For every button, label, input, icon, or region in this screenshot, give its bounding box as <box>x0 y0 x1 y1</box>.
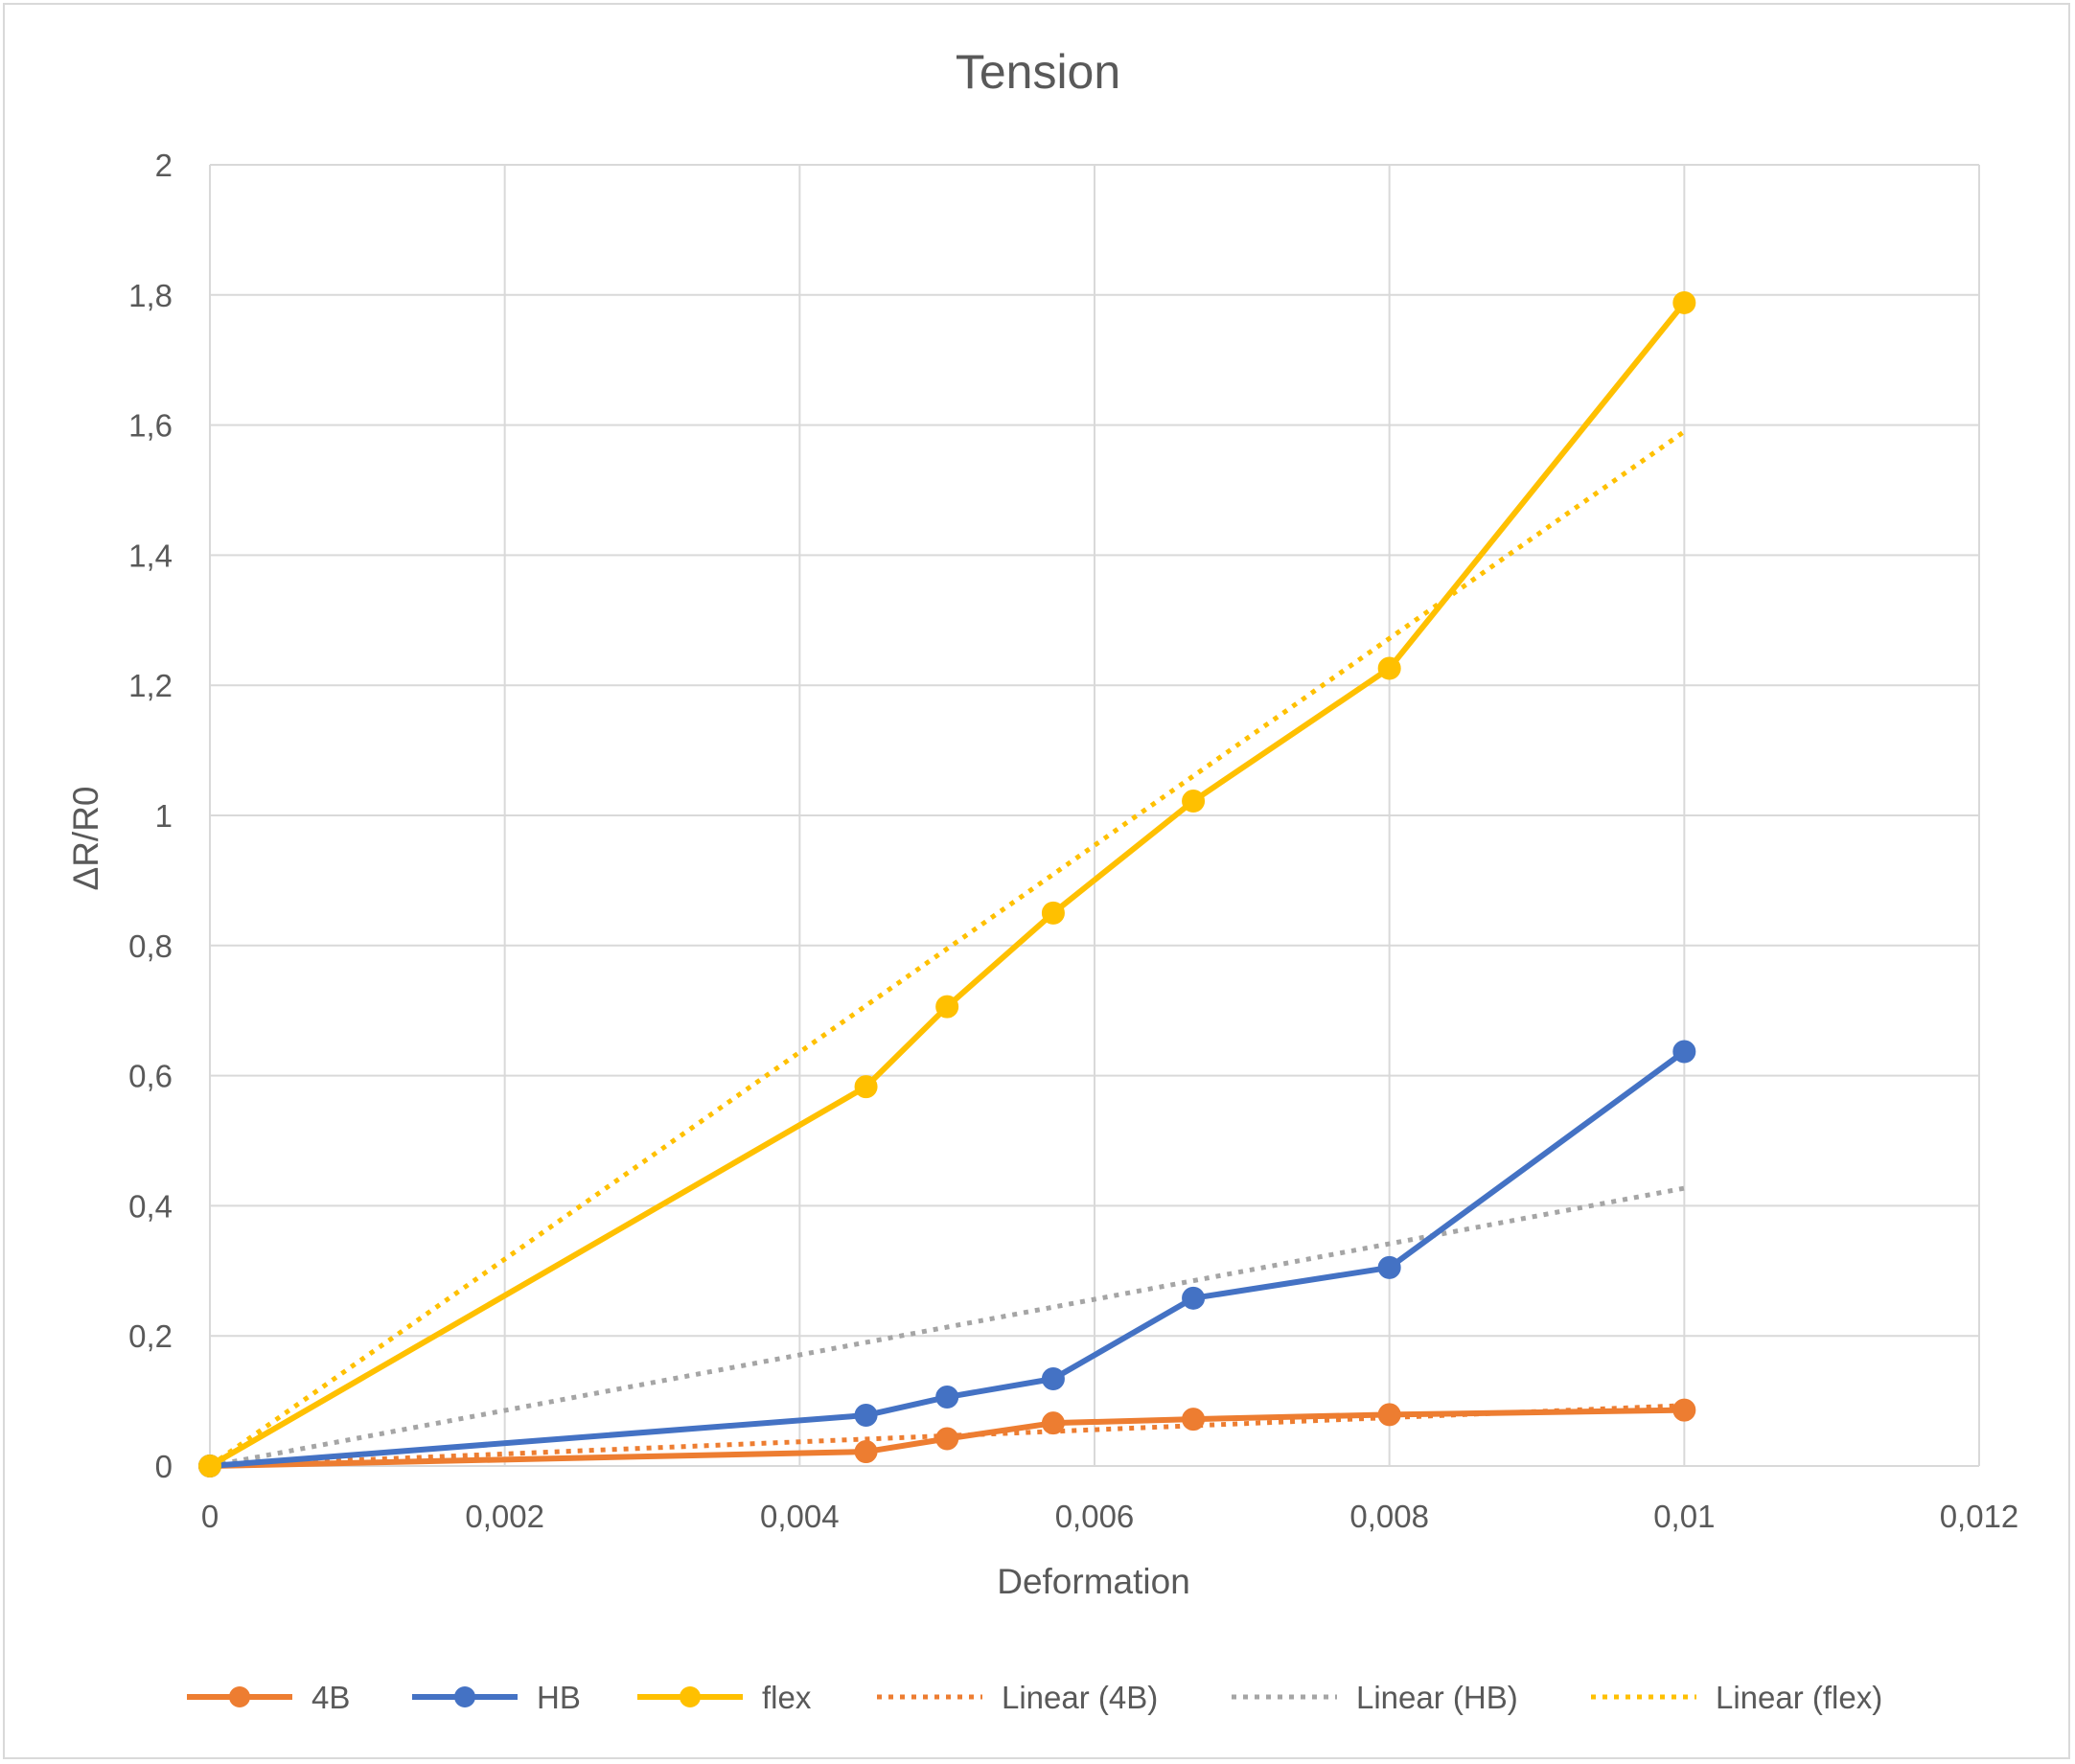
legend-item-linear-4b: Linear (4B) <box>877 1680 1158 1715</box>
data-point-hb <box>935 1386 959 1409</box>
data-point-4b <box>1377 1403 1401 1427</box>
legend-item-linear-flex: Linear (flex) <box>1591 1680 1882 1715</box>
legend-marker <box>680 1686 701 1707</box>
legend-item-linear-hb: Linear (HB) <box>1232 1680 1518 1715</box>
data-point-flex <box>935 995 959 1019</box>
trendline-linear-hb <box>209 1185 1685 1469</box>
data-point-4b <box>1672 1398 1696 1422</box>
axis-layer: 0 0,2 0,4 0,6 0,8 1 1,2 1,4 1,6 1,8 2 0 0,002 0,004 0,… <box>128 148 2018 1534</box>
y-tick-label: 1 <box>155 798 173 834</box>
series-layer <box>198 290 1696 1478</box>
y-tick-label: 1,8 <box>128 278 173 313</box>
x-tick-label: 0 <box>201 1499 219 1534</box>
data-point-hb <box>1041 1367 1065 1391</box>
chart-frame <box>3 3 2070 1759</box>
legend-marker <box>229 1686 250 1707</box>
data-point-4b <box>935 1427 959 1451</box>
x-tick-label: 0,008 <box>1349 1499 1429 1534</box>
data-point-flex <box>1041 901 1065 925</box>
data-point-flex <box>1182 790 1206 813</box>
y-tick-label: 0 <box>155 1449 173 1484</box>
data-point-4b <box>1041 1411 1065 1435</box>
trendline-layer <box>208 429 1686 1469</box>
y-axis-title: ΔR/R0 <box>66 786 105 890</box>
legend-label: 4B <box>311 1680 350 1715</box>
y-tick-label: 0,8 <box>128 928 173 964</box>
legend-marker <box>454 1686 475 1707</box>
y-tick-label: 0,4 <box>128 1188 173 1224</box>
y-tick-label: 1,2 <box>128 668 173 703</box>
y-tick-label: 1,6 <box>128 408 173 444</box>
legend-item-4b: 4B <box>187 1680 350 1715</box>
y-tick-label: 1,4 <box>128 538 173 573</box>
legend-label: Linear (4B) <box>1002 1680 1158 1715</box>
data-point-hb <box>1377 1255 1401 1279</box>
grid-layer <box>209 164 1980 1467</box>
y-tick-label: 0,2 <box>128 1318 173 1354</box>
x-tick-label: 0,01 <box>1653 1499 1715 1534</box>
legend-label: HB <box>537 1680 581 1715</box>
x-tick-label: 0,012 <box>1940 1499 2019 1534</box>
data-point-flex <box>198 1455 221 1478</box>
series-4b <box>198 1398 1696 1478</box>
data-point-4b <box>854 1440 878 1464</box>
series-flex <box>198 290 1696 1478</box>
x-axis-title: Deformation <box>997 1562 1190 1601</box>
x-tick-label: 0,002 <box>465 1499 544 1534</box>
legend: 4B HB flex Linear (4B) Linear (HB) Linear (fl… <box>187 1680 1882 1715</box>
legend-item-flex: flex <box>637 1680 812 1715</box>
x-tick-label: 0,006 <box>1055 1499 1135 1534</box>
y-tick-label: 2 <box>155 148 173 183</box>
y-tick-label: 0,6 <box>128 1059 173 1094</box>
data-point-4b <box>1182 1408 1206 1432</box>
data-point-flex <box>1377 656 1401 680</box>
data-point-flex <box>1672 290 1696 314</box>
data-point-hb <box>1182 1286 1206 1310</box>
series-line-flex <box>208 301 1687 1469</box>
data-point-flex <box>854 1075 878 1099</box>
trendline-linear-flex <box>208 429 1686 1469</box>
chart-title: Tension <box>956 45 1120 99</box>
x-tick-label: 0,004 <box>760 1499 840 1534</box>
legend-label: flex <box>762 1680 812 1715</box>
data-point-hb <box>1672 1040 1696 1064</box>
legend-item-hb: HB <box>412 1680 581 1715</box>
legend-label: Linear (flex) <box>1716 1680 1882 1715</box>
data-point-hb <box>854 1404 878 1428</box>
legend-label: Linear (HB) <box>1356 1680 1518 1715</box>
